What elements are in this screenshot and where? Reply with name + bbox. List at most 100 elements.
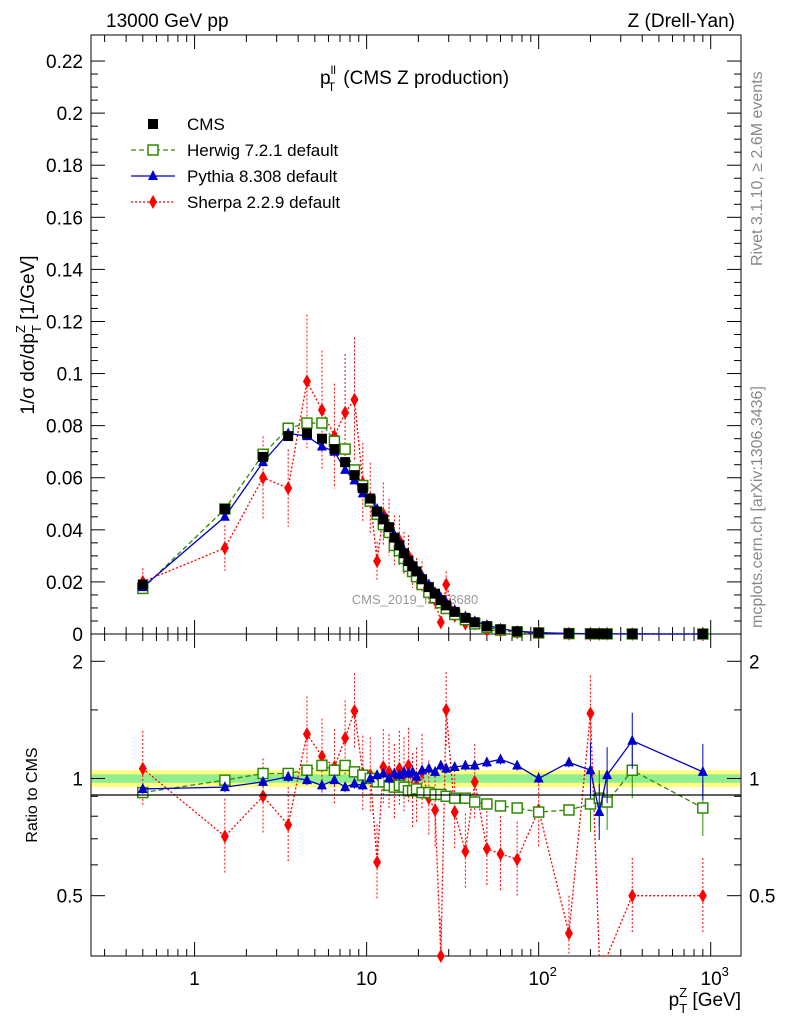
data-point	[373, 554, 382, 569]
ratio-data-point	[407, 765, 418, 776]
legend-label: Herwig 7.2.1 default	[187, 141, 338, 160]
legend-marker	[148, 119, 158, 129]
data-point	[259, 470, 268, 485]
ratio-data-point	[468, 796, 481, 808]
data-point	[317, 403, 326, 418]
x-title-unit: [GeV]	[687, 990, 741, 1011]
x-axis-title: pZ T [GeV]	[669, 985, 741, 1016]
x-title-sub: T	[679, 1001, 687, 1016]
data-point	[339, 443, 351, 455]
ratio-y-axis-title: Ratio to CMS	[24, 747, 41, 842]
ratio-data-point	[379, 760, 388, 775]
data-point	[301, 417, 313, 429]
data-point	[512, 626, 523, 637]
ratio-data-point	[470, 774, 479, 789]
legend-label: CMS	[187, 115, 225, 134]
ratio-data-point	[532, 806, 545, 818]
x-title-sup: Z	[679, 985, 687, 1000]
ratio-data-point	[378, 767, 389, 778]
ratio-data-point	[373, 855, 382, 870]
ratio-data-point	[564, 926, 573, 941]
data-point	[399, 548, 410, 559]
data-point	[430, 588, 441, 599]
data-point	[341, 405, 350, 420]
ratio-data-point	[482, 841, 491, 856]
data-point	[357, 483, 368, 494]
ratio-data-point	[220, 829, 229, 844]
ratio-data-point	[585, 764, 596, 775]
ratio-data-point	[384, 772, 395, 783]
legend-entry: Pythia 8.308 default	[131, 167, 338, 186]
data-point	[316, 417, 328, 429]
ratio-data-point	[340, 781, 351, 792]
ratio-data-point	[441, 762, 452, 773]
data-point	[441, 600, 452, 611]
ratio-data-point	[594, 806, 605, 817]
ratio-data-point	[258, 775, 269, 786]
data-point	[411, 566, 422, 577]
data-point	[435, 595, 446, 606]
ratio-data-point	[316, 779, 327, 790]
data-point	[394, 540, 405, 551]
ratio-data-point	[301, 774, 312, 785]
ratio-series-pythia	[137, 712, 708, 841]
x-tick-label: 1	[189, 969, 200, 990]
data-point	[316, 433, 327, 444]
data-point	[495, 624, 506, 635]
ratio-data-point	[461, 844, 470, 859]
data-point	[460, 612, 471, 623]
data-point	[302, 374, 311, 389]
ratio-data-point	[460, 759, 471, 770]
legend-entry: CMS	[148, 115, 225, 134]
ratio-data-point	[449, 761, 460, 772]
ratio-data-point	[350, 704, 359, 719]
ratio-series-sherpa	[138, 672, 707, 963]
y-title-text: 1/σ dσ/dp	[18, 333, 39, 415]
ratio-y-tick-label-right: 1	[749, 769, 760, 790]
ratio-data-point	[481, 756, 492, 767]
data-point	[384, 522, 395, 533]
ratio-data-point	[301, 764, 313, 776]
ratio-data-point	[494, 800, 507, 812]
y-tick-label: 0.16	[46, 208, 83, 229]
plot-title-sup: ll	[331, 63, 336, 77]
y-tick-label: 0.12	[46, 312, 83, 333]
ratio-data-point	[442, 702, 451, 717]
y-tick-label: 0.08	[46, 417, 83, 438]
ratio-data-point	[513, 852, 522, 867]
ratio-data-point	[627, 734, 638, 745]
main-y-axis: 0 0.02 0.04 0.06 0.08 0.1 0.12 0.14 0.16 0.18 0.2 0…	[46, 52, 741, 646]
x-title-text: p	[669, 990, 680, 1011]
data-point	[417, 574, 428, 585]
main-y-axis-title: 1/σ dσ/dpZT [1/GeV]	[13, 255, 44, 414]
y-tick-label: 0.2	[57, 104, 83, 125]
ratio-data-point	[697, 765, 708, 776]
ratio-y-tick-label-right: 0.5	[749, 887, 775, 908]
ratio-data-point	[469, 759, 480, 770]
data-point	[350, 392, 359, 407]
ratio-data-point	[219, 781, 230, 792]
ratio-data-point	[496, 846, 505, 861]
y-tick-label: 0.22	[46, 52, 83, 73]
ratio-data-point	[586, 706, 595, 721]
data-point	[389, 532, 400, 543]
ratio-y-tick-label: 1	[72, 769, 83, 790]
ratio-data-point	[628, 888, 637, 903]
y-tick-label: 0.02	[46, 573, 83, 594]
data-point	[219, 510, 230, 521]
y-tick-label: 0.14	[46, 260, 83, 281]
ratio-data-point	[404, 758, 413, 773]
y-tick-label: 0.1	[57, 365, 83, 386]
header-right-label: Z (Drell-Yan)	[628, 11, 735, 32]
data-point	[533, 627, 544, 638]
ratio-data-point	[328, 764, 341, 776]
data-point	[372, 506, 383, 517]
x-axis: 1 10 102 103	[104, 35, 729, 990]
data-point	[340, 463, 351, 474]
ratio-data-point	[349, 777, 360, 788]
data-point	[423, 582, 434, 593]
ratio-data-point	[511, 802, 523, 814]
ratio-data-point	[481, 798, 493, 810]
plot-title-rest: (CMS Z production)	[343, 68, 509, 89]
ratio-data-point	[436, 949, 445, 963]
